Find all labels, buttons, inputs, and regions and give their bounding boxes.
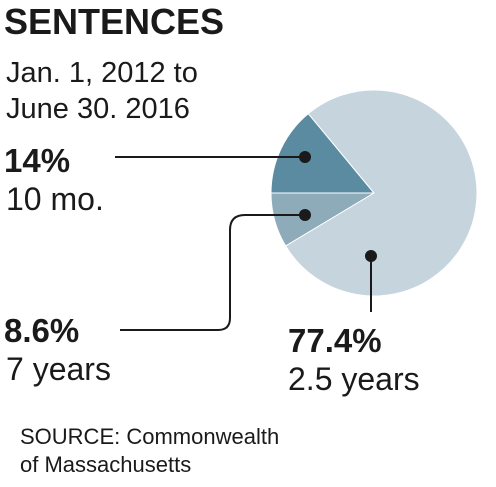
source: SOURCE: Commonwealth	[20, 424, 279, 449]
pie-slice	[270, 112, 376, 194]
leader-line	[120, 214, 305, 331]
value-label: 77.4%	[288, 322, 382, 359]
pie	[270, 89, 478, 297]
leader-dot	[299, 209, 311, 221]
subtitle: June 30. 2016	[6, 93, 190, 125]
category-label: 7 years	[6, 351, 111, 387]
value-label: 14%	[4, 142, 70, 179]
category-label: 10 mo.	[6, 181, 104, 217]
source: of Massachusetts	[20, 452, 191, 477]
category-label: 2.5 years	[288, 361, 420, 397]
pie-slice	[284, 89, 478, 297]
leader-dot	[299, 151, 311, 163]
leader-dot	[365, 250, 377, 262]
chart-title: SENTENCES	[4, 1, 224, 42]
value-label: 8.6%	[4, 312, 79, 349]
subtitle: Jan. 1, 2012 to	[6, 57, 198, 89]
